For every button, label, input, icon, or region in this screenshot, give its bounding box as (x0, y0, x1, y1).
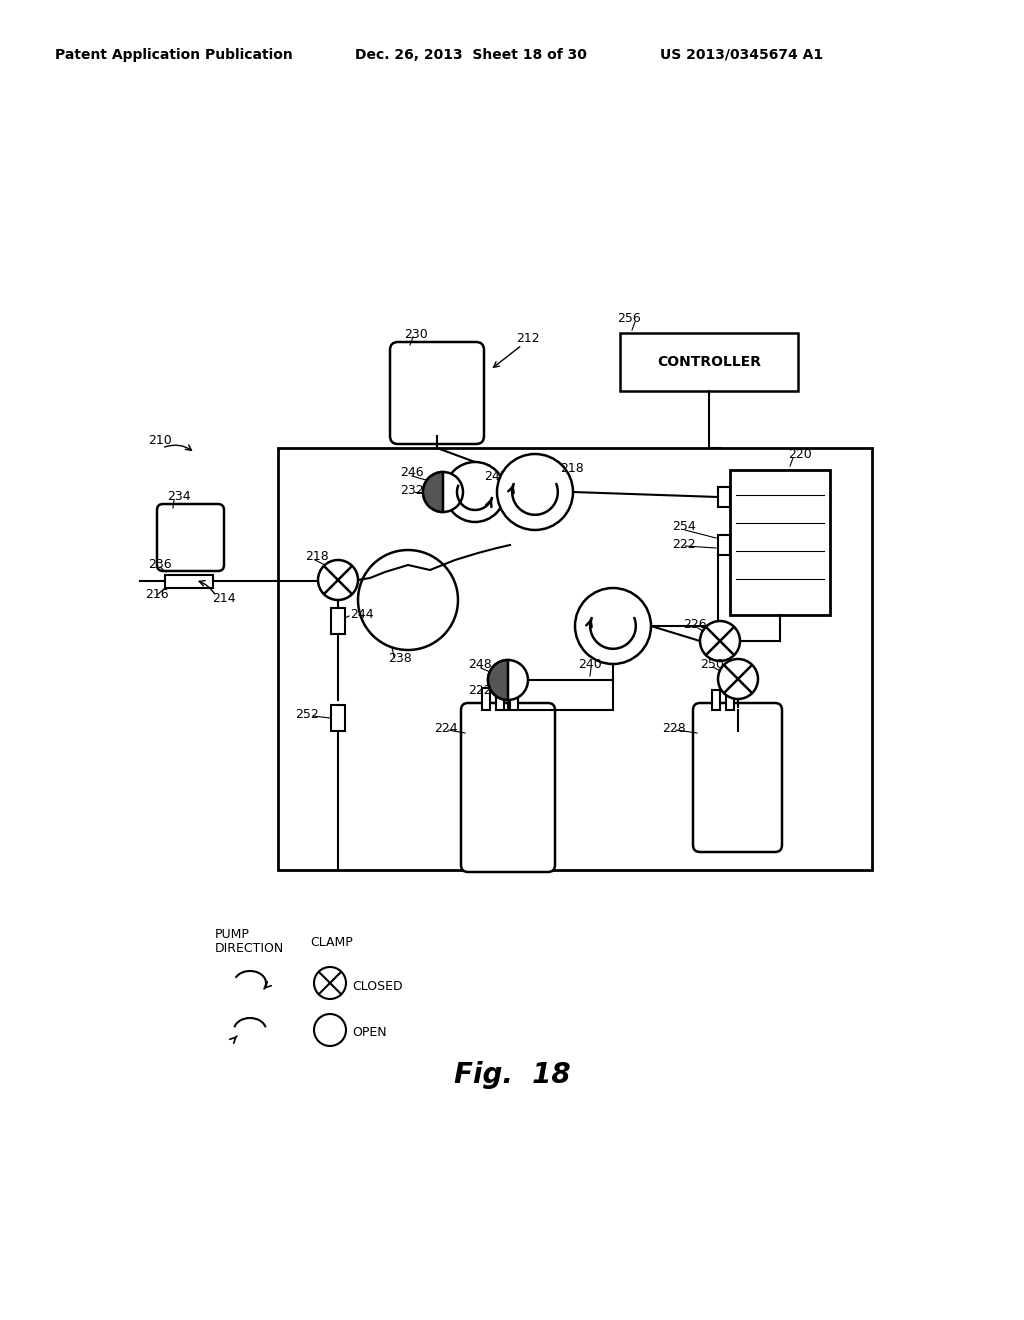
Bar (730, 470, 830, 615)
Text: Fig.  18: Fig. 18 (454, 1061, 570, 1089)
Text: PUMP: PUMP (215, 928, 250, 941)
Text: CLAMP: CLAMP (310, 936, 352, 949)
FancyBboxPatch shape (461, 704, 555, 873)
Text: 252: 252 (295, 708, 318, 721)
Text: 214: 214 (212, 591, 236, 605)
Circle shape (497, 454, 573, 531)
Text: 242: 242 (484, 470, 508, 483)
Text: 256: 256 (617, 312, 641, 325)
Bar (278, 447, 872, 870)
Text: 212: 212 (516, 331, 540, 345)
Text: 250: 250 (700, 657, 724, 671)
Text: 248: 248 (468, 659, 492, 672)
Bar (331, 705, 345, 731)
Text: 222: 222 (672, 537, 695, 550)
Bar (482, 688, 490, 710)
Text: Patent Application Publication: Patent Application Publication (55, 48, 293, 62)
Text: 220: 220 (788, 447, 812, 461)
Circle shape (575, 587, 651, 664)
Text: 254: 254 (672, 520, 695, 533)
Bar (620, 333, 798, 391)
Text: 216: 216 (145, 589, 169, 602)
Text: Dec. 26, 2013  Sheet 18 of 30: Dec. 26, 2013 Sheet 18 of 30 (355, 48, 587, 62)
Text: 224: 224 (434, 722, 458, 734)
Text: 238: 238 (388, 652, 412, 664)
Text: CONTROLLER: CONTROLLER (657, 355, 761, 370)
Text: 244: 244 (350, 607, 374, 620)
FancyBboxPatch shape (157, 504, 224, 572)
Bar (510, 688, 518, 710)
Text: CLOSED: CLOSED (352, 979, 402, 993)
Text: 246: 246 (400, 466, 424, 479)
Wedge shape (423, 473, 443, 512)
FancyBboxPatch shape (390, 342, 484, 444)
Text: 234: 234 (167, 491, 190, 503)
Text: DIRECTION: DIRECTION (215, 942, 285, 956)
Bar (496, 688, 504, 710)
Bar (331, 609, 345, 634)
Text: US 2013/0345674 A1: US 2013/0345674 A1 (660, 48, 823, 62)
Wedge shape (488, 660, 508, 700)
Circle shape (445, 462, 505, 521)
Text: OPEN: OPEN (352, 1027, 387, 1040)
Text: 218: 218 (305, 549, 329, 562)
Text: 222: 222 (468, 684, 492, 697)
Bar (726, 690, 734, 710)
Circle shape (423, 473, 463, 512)
Circle shape (314, 1014, 346, 1045)
Circle shape (314, 968, 346, 999)
Bar (165, 576, 213, 587)
Text: 210: 210 (148, 433, 172, 446)
Text: 226: 226 (683, 618, 707, 631)
Text: 218: 218 (560, 462, 584, 474)
Circle shape (318, 560, 358, 601)
Bar (718, 535, 730, 554)
Text: 228: 228 (662, 722, 686, 734)
Circle shape (700, 620, 740, 661)
Circle shape (488, 660, 528, 700)
Text: 240: 240 (578, 659, 602, 672)
Bar (718, 487, 730, 507)
FancyBboxPatch shape (693, 704, 782, 851)
Text: 236: 236 (148, 557, 172, 570)
Bar (731, 708, 745, 731)
Bar (712, 690, 720, 710)
Circle shape (358, 550, 458, 649)
Text: 232: 232 (400, 483, 424, 496)
Circle shape (718, 659, 758, 700)
Text: 230: 230 (404, 327, 428, 341)
